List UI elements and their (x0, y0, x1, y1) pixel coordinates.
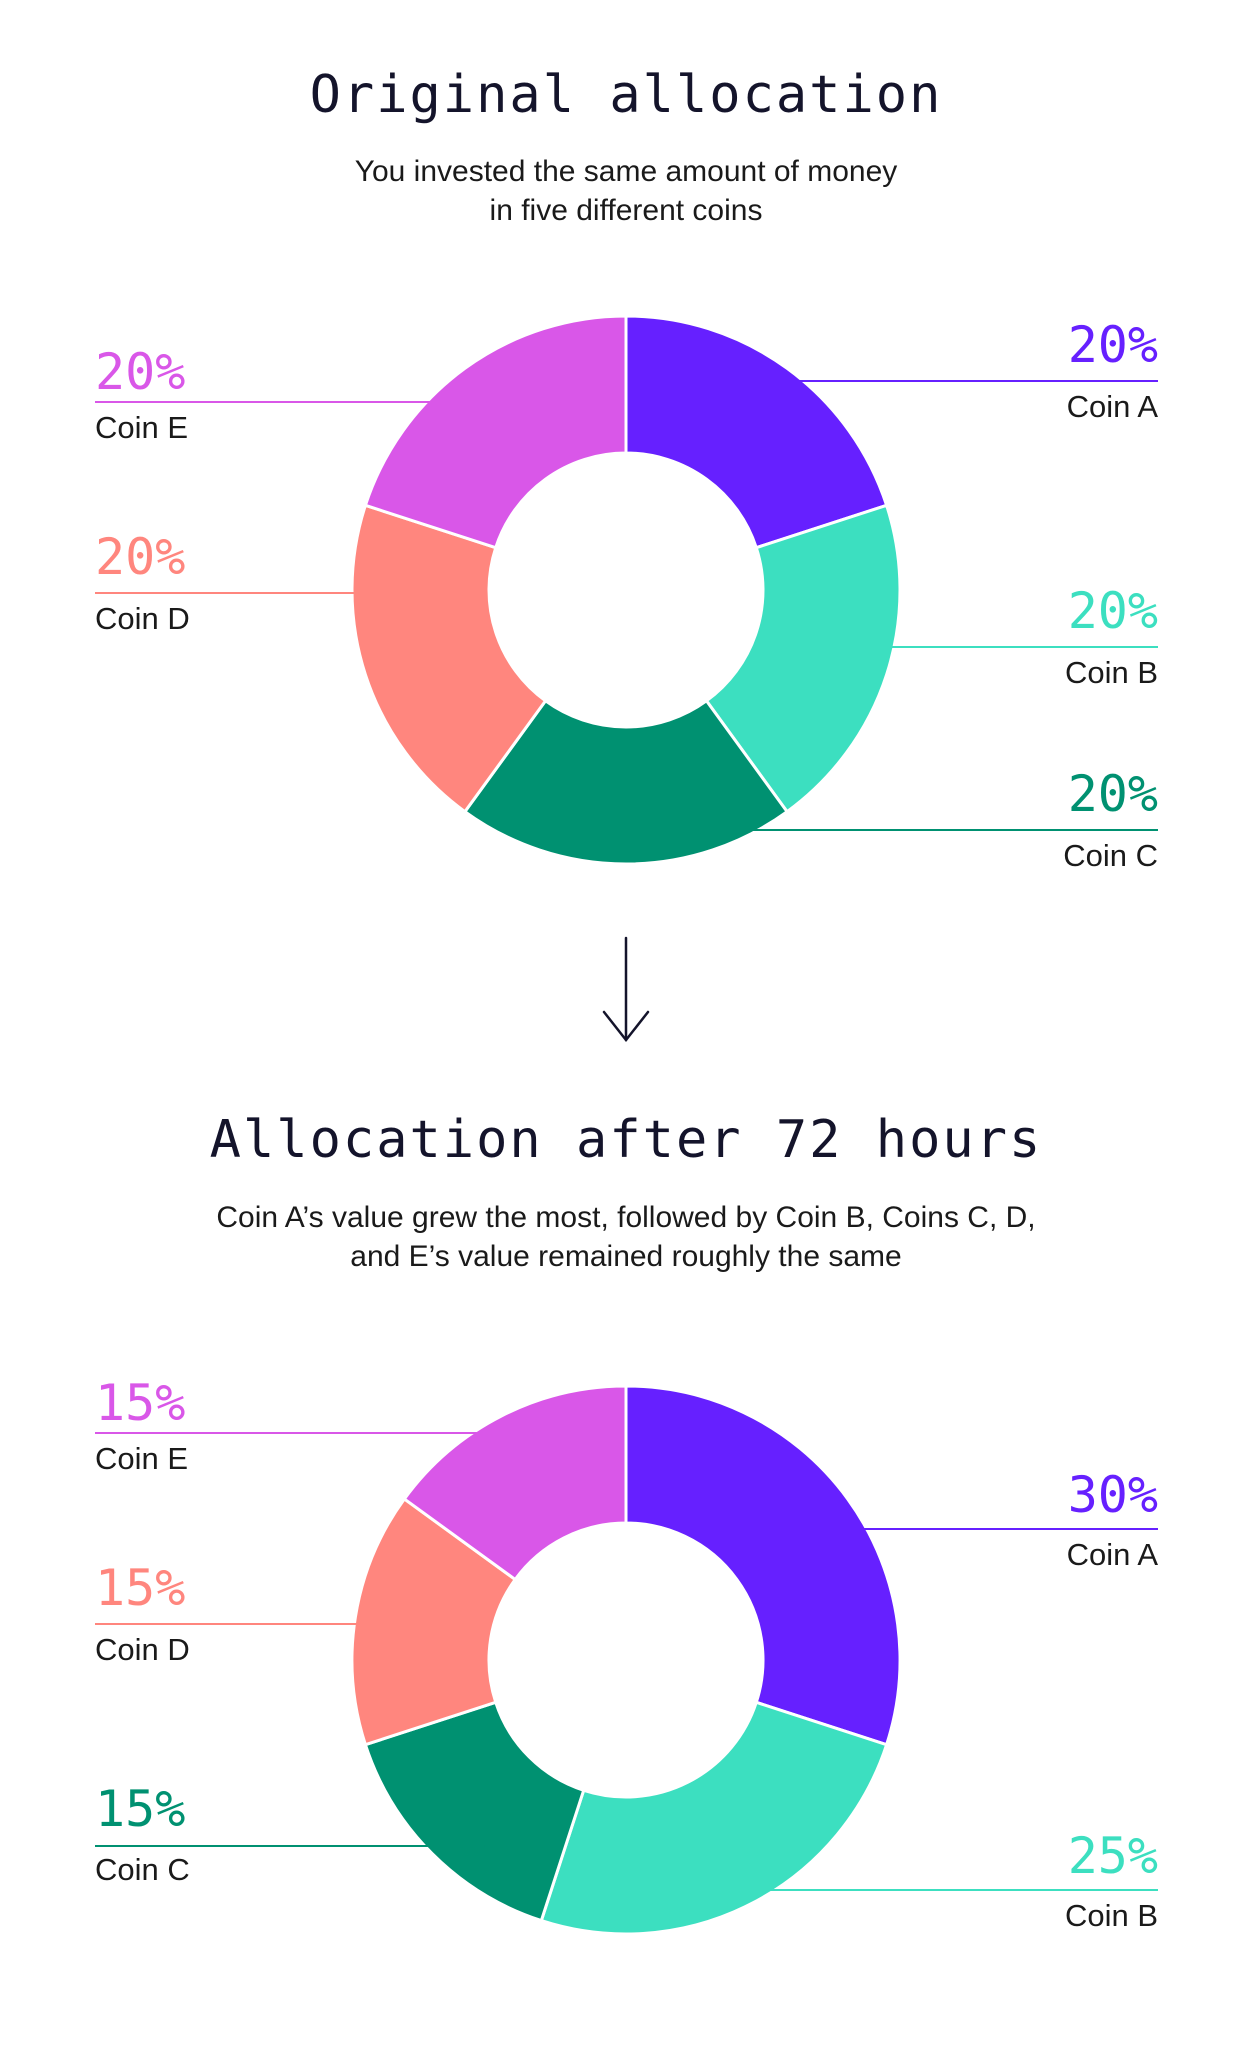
slice-coin-b (704, 503, 902, 814)
data-label-coin-c: 20% (1068, 765, 1158, 823)
slice-coin-e (363, 314, 628, 550)
slice-coin-c (363, 1700, 586, 1923)
slice-coin-e (402, 1384, 628, 1582)
slice-coin-c (462, 698, 790, 866)
data-label-coin-d: 15% (95, 1559, 185, 1617)
data-label-coin-d: 20% (95, 528, 185, 586)
category-label-coin-d: Coin D (95, 601, 190, 636)
chart-2-donut (350, 1384, 902, 1936)
category-label-coin-e: Coin E (95, 410, 188, 445)
chart-1-title: Original allocation (310, 65, 943, 125)
slice-coin-d (350, 1496, 518, 1747)
slice-coin-d (350, 503, 548, 814)
chart-1-subtitle-line-1: You invested the same amount of money (355, 155, 898, 188)
chart-1-subtitle-line-2: in five different coins (490, 194, 763, 227)
category-label-coin-d: Coin D (95, 1632, 190, 1667)
data-label-coin-a: 20% (1068, 316, 1158, 374)
data-label-coin-b: 25% (1068, 1827, 1158, 1885)
chart-1-donut (350, 314, 902, 866)
category-label-coin-c: Coin C (1063, 838, 1158, 873)
category-label-coin-b: Coin B (1065, 655, 1158, 690)
chart-1-labels: 20% Coin A 20% Coin B 20% Coin C 20% Coin D 20% C… (95, 316, 1158, 873)
data-label-coin-c: 15% (95, 1780, 185, 1838)
down-arrow-icon (602, 936, 650, 1043)
chart-2-subtitle-line-2: and E’s value remained roughly the same (350, 1240, 901, 1273)
category-label-coin-b: Coin B (1065, 1898, 1158, 1933)
category-label-coin-a: Coin A (1067, 389, 1159, 424)
data-label-coin-b: 20% (1068, 582, 1158, 640)
category-label-coin-e: Coin E (95, 1441, 188, 1476)
slice-coin-a (624, 1384, 902, 1747)
category-label-coin-c: Coin C (95, 1852, 190, 1887)
slice-coin-a (624, 314, 889, 550)
data-label-coin-a: 30% (1068, 1466, 1158, 1524)
chart-2-title: Allocation after 72 hours (210, 1110, 1043, 1170)
slice-coin-b (539, 1700, 889, 1936)
data-label-coin-e: 15% (95, 1374, 185, 1432)
category-label-coin-a: Coin A (1067, 1537, 1159, 1572)
data-label-coin-e: 20% (95, 343, 185, 401)
chart-2-subtitle-line-1: Coin A’s value grew the most, followed b… (216, 1201, 1035, 1234)
chart-2-labels: 30% Coin A 25% Coin B 15% Coin C 15% Coin D 15% C… (95, 1374, 1158, 1933)
